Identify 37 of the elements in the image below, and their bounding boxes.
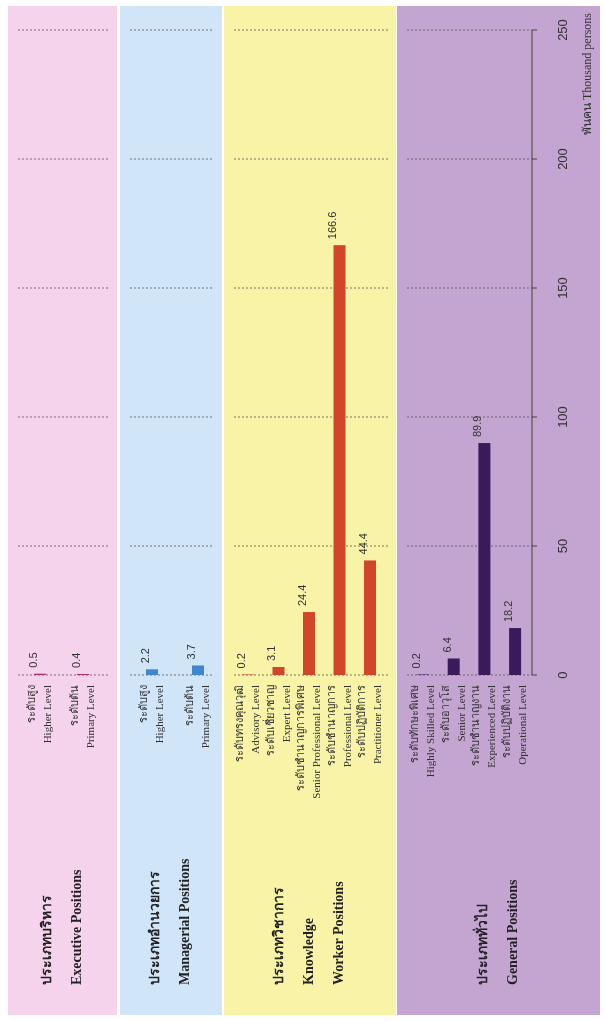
x-tick-label: ระดับทรงคุณวุฒิ Advisory Level: [232, 685, 261, 762]
y-tick-label: 150: [555, 277, 571, 299]
data-label: 24.4: [295, 584, 308, 607]
x-tick-label: ระดับทักษะพิเศษ Highly Skilled Level: [407, 685, 436, 778]
text: ประเภททั่วไป General Positions: [471, 879, 520, 985]
data-label: 0.4: [69, 652, 82, 668]
x-tick-label: ระดับชำนาญการ Professional Level: [324, 685, 353, 768]
y-tick-label: 250: [555, 19, 571, 41]
x-tick-label: ระดับสูง Higher Level: [24, 685, 53, 744]
data-label: 44.4: [356, 533, 369, 555]
data-label: 89.9: [471, 415, 484, 438]
x-tick-label: ระดับอาวุโส Senior Level: [437, 685, 467, 743]
data-label: 0.5: [26, 652, 39, 668]
data-label: 3.7: [184, 644, 197, 660]
data-label: 18.2: [502, 600, 515, 623]
data-label: 6.4: [440, 637, 453, 653]
data-label: 0.2: [409, 653, 422, 669]
text: ประเภทอำนวยการ Managerial Positions: [147, 858, 193, 985]
y-tick-label: 0: [555, 671, 571, 679]
y-axis-title: พันคน Thousand persons: [579, 12, 594, 135]
x-tick-label: ระดับชำนาญงาน Experienced Level: [468, 685, 497, 768]
x-tick-label: ระดับสูง Higher Level: [136, 685, 165, 744]
x-tick-label: ระดับต้น Primary Level: [182, 685, 211, 749]
x-tick-label: ระดับปฏิบัติงาน Operational Level: [499, 685, 528, 765]
x-tick-label: ระดับชำนาญการพิเศษ Senior Professional Level: [293, 685, 322, 799]
data-label: 166.6: [326, 211, 339, 240]
y-tick-label: 100: [555, 406, 571, 428]
x-tick-label: ระดับปฏิบัติการ Practitioner Level: [354, 685, 383, 765]
data-label: 0.2: [234, 653, 247, 669]
data-label: 3.1: [265, 645, 278, 661]
data-label: 2.2: [138, 648, 151, 664]
y-tick-label: 50: [555, 538, 571, 554]
x-tick-label: ระดับเชี่ยวชาญ Expert Level: [261, 685, 292, 756]
text: ประเภทบริหาร Executive Positions: [38, 868, 84, 985]
x-tick-label: ระดับต้น Primary Level: [67, 685, 96, 749]
text: ประเภทวิชาการ Knowledge Worker Positions: [271, 880, 347, 985]
y-tick-label: 200: [555, 148, 571, 170]
